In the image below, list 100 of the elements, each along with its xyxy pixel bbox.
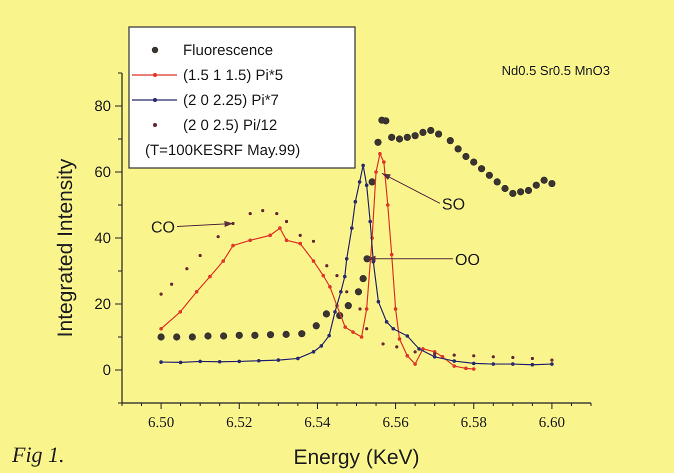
point [298, 242, 302, 246]
point [298, 330, 306, 338]
x-tick-label: 6.58 [460, 415, 487, 431]
point [221, 259, 226, 263]
point [413, 362, 417, 366]
point [417, 347, 421, 351]
point [173, 333, 180, 341]
point [395, 345, 398, 348]
caption: Fig 1. [11, 442, 65, 467]
point [339, 290, 343, 294]
point [419, 128, 427, 136]
point [412, 132, 419, 140]
point [472, 354, 476, 358]
legend-label: Fluorescence [183, 42, 274, 59]
point [364, 307, 368, 311]
point [342, 274, 347, 278]
point [432, 355, 436, 359]
point [312, 322, 320, 330]
point [312, 240, 316, 243]
point [275, 212, 278, 216]
point [374, 170, 378, 174]
point [251, 332, 258, 339]
point [159, 326, 163, 331]
point [398, 337, 402, 341]
point [328, 285, 332, 289]
point [344, 302, 352, 310]
point [360, 274, 367, 282]
point [454, 145, 462, 152]
point [548, 180, 556, 188]
point [218, 360, 222, 364]
point [452, 354, 456, 357]
x-tick-label: 6.60 [538, 415, 566, 431]
point [452, 359, 456, 363]
chart-subtitle: Nd0.5 Sr0.5 MnO3 [502, 63, 610, 78]
point [550, 358, 554, 362]
point [524, 186, 532, 194]
point [376, 300, 380, 304]
annotation: OO [455, 252, 480, 269]
point [511, 362, 515, 366]
point [486, 172, 493, 179]
point [343, 325, 347, 329]
point [391, 326, 396, 331]
annotation: CO [150, 219, 175, 236]
point [268, 234, 272, 238]
point [530, 356, 534, 360]
y-tick-label: 20 [94, 296, 111, 313]
point [351, 330, 355, 334]
point [298, 234, 302, 237]
point [321, 274, 326, 278]
x-tick-label: 6.54 [304, 415, 332, 431]
point [248, 212, 252, 216]
point [354, 200, 358, 204]
point [509, 190, 516, 198]
point [170, 282, 174, 286]
point [208, 274, 212, 278]
point [322, 310, 330, 318]
point [446, 137, 454, 144]
point [540, 176, 548, 184]
point [364, 183, 368, 187]
point [220, 332, 228, 340]
point [276, 358, 280, 362]
point [404, 134, 411, 141]
point [296, 356, 300, 360]
point [198, 360, 202, 364]
point [236, 332, 243, 339]
point [382, 117, 390, 124]
y-tick-label: 40 [94, 230, 111, 247]
point [157, 333, 165, 341]
point [266, 331, 274, 338]
point [358, 307, 362, 311]
point [194, 290, 198, 294]
point [494, 178, 501, 186]
point [492, 355, 495, 358]
point [386, 203, 390, 207]
point [365, 327, 368, 330]
point [368, 178, 376, 186]
point [185, 267, 188, 270]
y-axis-title: Integrated Intensity [54, 158, 77, 338]
point [361, 164, 365, 168]
point [261, 209, 264, 212]
point [237, 360, 242, 364]
point [333, 310, 337, 314]
point [344, 256, 349, 261]
point [472, 362, 476, 366]
point [394, 307, 398, 311]
point [406, 354, 410, 358]
point [491, 362, 496, 366]
point [216, 235, 220, 238]
point [434, 130, 442, 138]
y-tick-label: 0 [102, 362, 111, 379]
annotation: SO [442, 196, 466, 214]
legend-label: (2 0 2.5) Pi/12 [183, 117, 278, 134]
y-tick-label: 60 [94, 164, 111, 181]
point [374, 138, 382, 146]
legend-title: (T=100KESRF May.99) [145, 142, 300, 159]
point [550, 362, 554, 366]
point [278, 226, 282, 230]
point [368, 220, 372, 224]
point [178, 360, 182, 364]
legend-label: (1.5 1 1.5) Pi*5 [183, 67, 284, 84]
